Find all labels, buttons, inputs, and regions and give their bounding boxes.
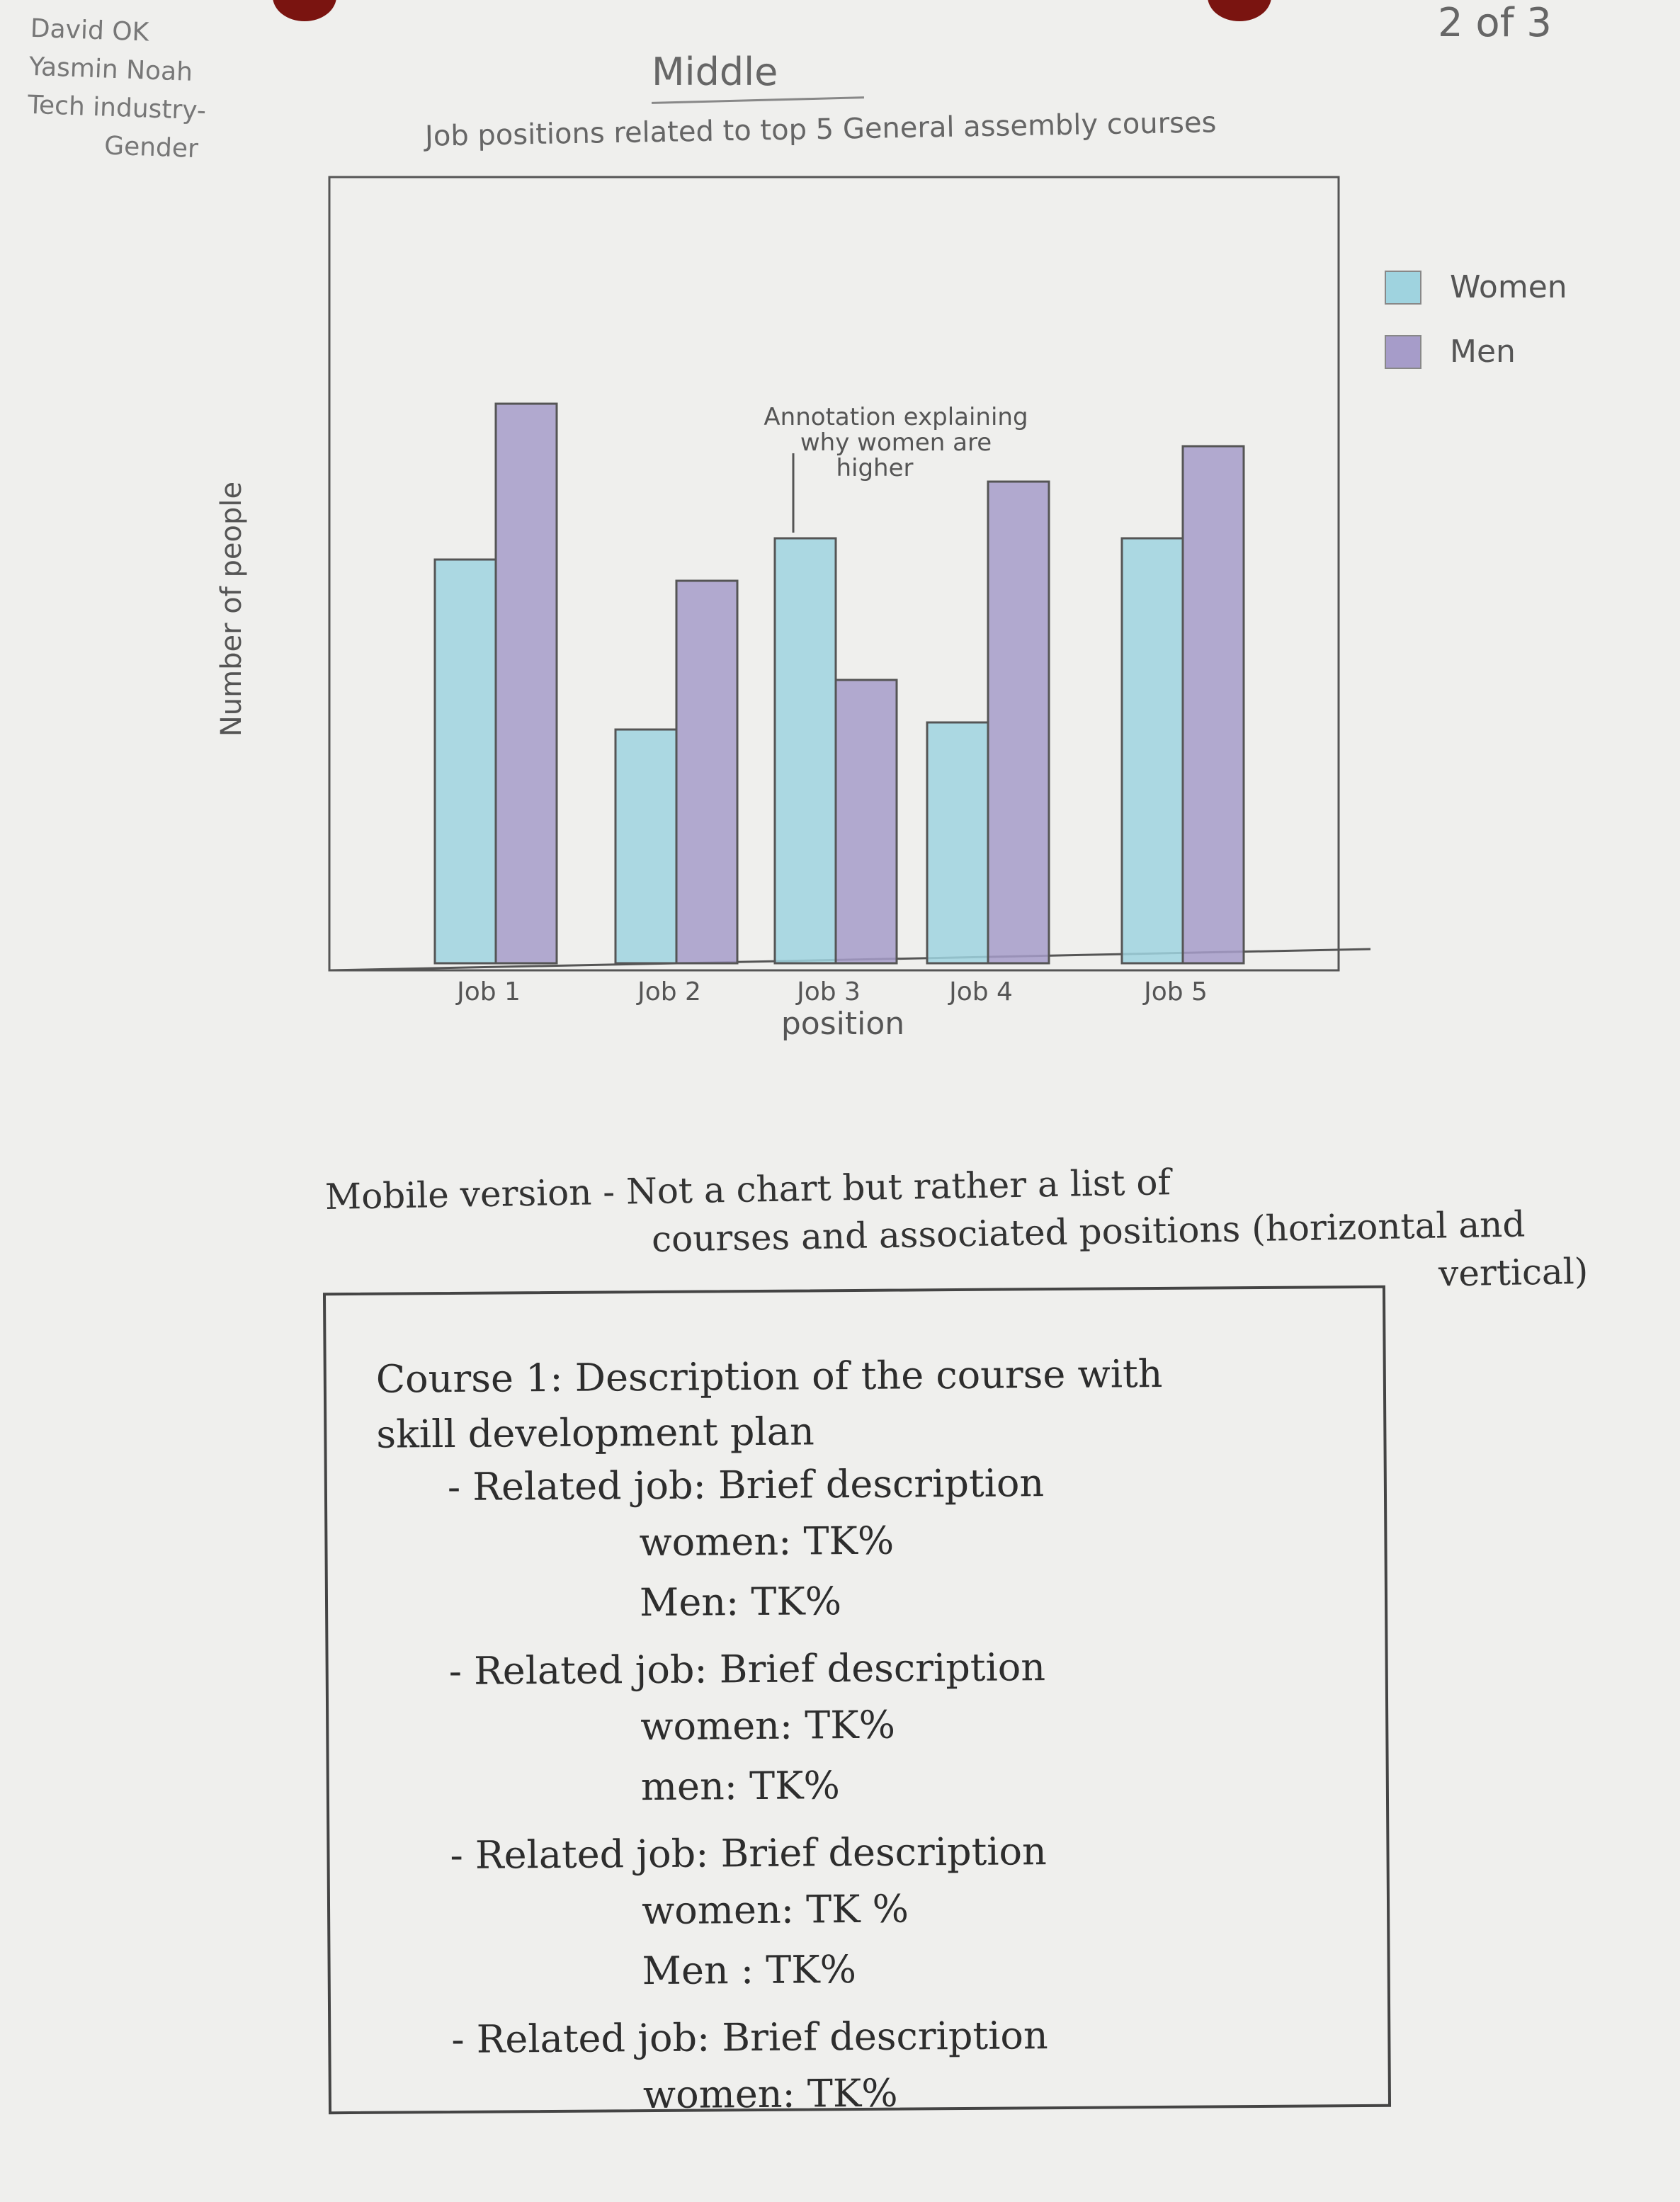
related-job-list: - Related job: Brief description women: … (327, 1458, 1389, 2202)
bar-men-1 (494, 402, 558, 965)
course-heading: Course 1: Description of the course with… (376, 1345, 1354, 1463)
y-axis-label: Number of people (215, 482, 248, 737)
women-stat: women: TK% (639, 1518, 895, 1565)
legend-swatch-men (1385, 334, 1421, 369)
women-stat: women: TK% (642, 2070, 898, 2118)
course-heading-line: Course 1: Description of the course with (375, 1351, 1163, 1402)
men-stat: Men: TK% (639, 1579, 842, 1625)
annotation: Annotation explaining why women are high… (764, 403, 1028, 482)
bar-men-3 (834, 679, 898, 965)
x-tick-label: Job 1 (455, 977, 521, 1006)
annotation-line: why women are (800, 429, 992, 457)
x-tick-label: Job 2 (636, 977, 701, 1006)
men-stat: Men : TK% (642, 1947, 857, 1994)
annotation-line: higher (836, 454, 913, 482)
x-tick-label: Job 3 (795, 977, 861, 1006)
bar-women-3 (773, 537, 837, 965)
list-item: - Related job: Brief description women: … (331, 2011, 1389, 2202)
page-number: 2 of 3 (1438, 0, 1552, 46)
related-job-line: - Related job: Brief description (448, 1645, 1046, 1694)
bar-women-5 (1120, 537, 1184, 965)
legend-label: Men (1450, 334, 1516, 370)
x-tick-label: Job 5 (1142, 977, 1208, 1006)
x-tick-label: Job 4 (948, 977, 1013, 1006)
bar-men-2 (675, 579, 739, 965)
bar-women-4 (926, 721, 989, 965)
chart-frame (328, 176, 1340, 972)
course-heading-line: skill development plan (376, 1409, 815, 1457)
legend-label: Women (1450, 269, 1567, 305)
related-job-line: - Related job: Brief description (447, 1460, 1045, 1510)
chart-legend: Women Men (1385, 269, 1567, 398)
men-stat: men: TK% (640, 1763, 841, 1810)
sketch-title: Middle (652, 50, 778, 94)
bar-women-2 (614, 728, 678, 965)
legend-swatch-women (1385, 270, 1421, 305)
bar-men-5 (1181, 445, 1245, 965)
bar-chart: Job 1 Job 2 Job 3 Job 4 Job 5 position Numbe… (215, 176, 1371, 1042)
bar-women-1 (433, 558, 497, 965)
legend-item-women: Women (1385, 269, 1567, 305)
list-item: - Related job: Brief description women: … (327, 1458, 1385, 1650)
x-axis-label: position (781, 1006, 904, 1042)
bar-men-4 (987, 480, 1050, 965)
annotation-line: Annotation explaining (764, 403, 1028, 431)
list-item: - Related job: Brief description women: … (328, 1642, 1386, 1834)
list-item: - Related job: Brief description women: … (329, 1827, 1387, 2018)
related-job-line: - Related job: Brief description (451, 2013, 1048, 2062)
women-stat: women: TK % (641, 1886, 909, 1934)
mobile-list-mockup: Course 1: Description of the course with… (322, 1285, 1392, 2117)
related-job-line: - Related job: Brief description (450, 1829, 1048, 1878)
women-stat: women: TK% (640, 1702, 896, 1749)
legend-item-men: Men (1385, 334, 1567, 370)
